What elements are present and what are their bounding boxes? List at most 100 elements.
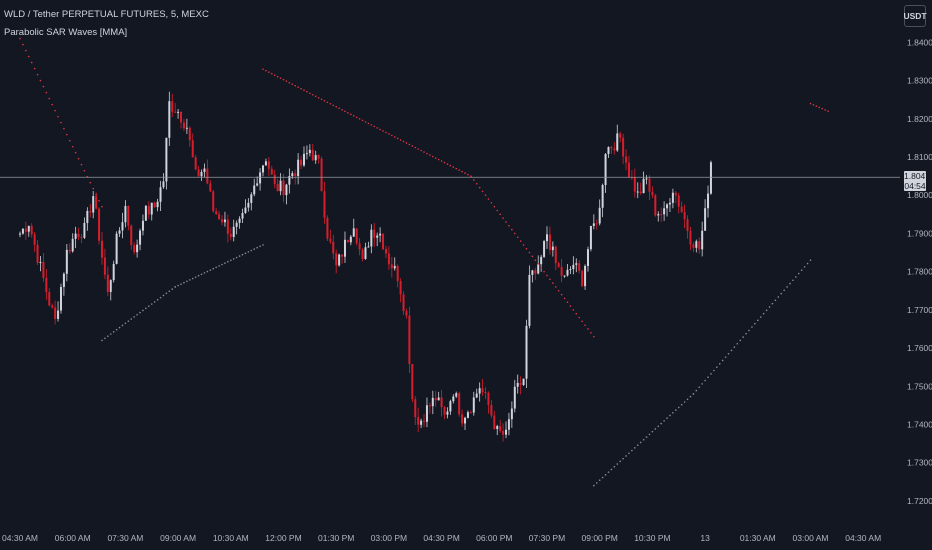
sar-dot: [177, 284, 179, 287]
candle-body: [197, 169, 200, 177]
sar-dot: [774, 299, 777, 302]
sar-dot: [809, 259, 812, 261]
sar-dot: [66, 133, 68, 136]
sar-dot: [759, 316, 762, 318]
sar-dot: [440, 160, 443, 162]
chart-title: WLD / Tether PERPETUAL FUTURES, 5, MEXC: [4, 9, 209, 20]
sar-dot: [215, 266, 217, 269]
price-axis: 1.8400 1.8300 1.8200 1.8100 1.8000 1.7900 1.78…: [907, 37, 932, 506]
sar-dot: [554, 286, 557, 288]
sar-dot: [718, 363, 721, 365]
sar-dot: [803, 266, 806, 268]
candle-body: [455, 393, 458, 397]
sar-dot: [332, 104, 335, 107]
sar-dot: [399, 139, 402, 141]
currency-button[interactable]: USDT: [903, 5, 927, 27]
sar-dot: [314, 95, 317, 98]
sar-dot: [754, 322, 756, 325]
sar-dot: [818, 106, 821, 109]
sar-dot: [183, 281, 185, 284]
candle-body: [54, 307, 57, 319]
sar-dot: [675, 409, 677, 411]
sar-dot: [593, 335, 595, 338]
sar-dot: [470, 175, 472, 177]
candle-body: [469, 412, 472, 414]
sar-dot: [736, 342, 739, 345]
candle-body: [332, 241, 335, 254]
sar-dot: [382, 130, 384, 132]
price-tick-label: 1.8400: [907, 37, 932, 47]
candle-body: [484, 392, 487, 394]
sar-dot: [323, 99, 326, 102]
sar-dot: [748, 329, 750, 332]
sar-dot: [680, 403, 683, 406]
sar-dot: [786, 286, 788, 288]
sar-dot: [487, 198, 490, 200]
sar-dot: [762, 312, 765, 315]
sar-dot: [352, 115, 355, 117]
sar-dot: [408, 143, 411, 146]
candle-body: [695, 241, 698, 248]
sar-dot: [461, 170, 463, 173]
candle-body: [109, 280, 112, 292]
candle-body: [411, 363, 414, 400]
sar-dot: [593, 484, 595, 487]
candle-body: [677, 195, 680, 207]
sar-dot: [124, 322, 127, 325]
candle-body: [223, 219, 226, 223]
sar-dot: [159, 296, 162, 299]
sar-dot: [806, 262, 809, 265]
candle-body: [232, 226, 235, 237]
candle-body: [355, 228, 358, 244]
candle-body: [288, 176, 291, 185]
time-tick-label: 04:30 AM: [845, 533, 881, 543]
candle-body: [273, 174, 276, 184]
sar-dot: [578, 316, 581, 319]
candle-body: [686, 219, 689, 231]
candle-body: [478, 388, 481, 394]
price-tick-label: 1.7300: [907, 458, 932, 468]
candle-body: [548, 234, 551, 251]
candle-body: [314, 155, 317, 161]
candle-body: [619, 133, 622, 138]
candle-body: [522, 378, 525, 386]
sar-dot: [458, 169, 460, 171]
sar-dot: [33, 67, 36, 70]
sar-dot: [475, 182, 478, 185]
candle-body: [291, 173, 294, 177]
price-tick-label: 1.8300: [907, 76, 932, 86]
candle-body: [663, 208, 666, 215]
sar-dot: [513, 232, 516, 235]
candle-body: [598, 207, 601, 224]
sar-dot: [622, 457, 624, 460]
sar-dot: [165, 292, 168, 295]
sar-dot: [235, 256, 238, 259]
sar-dot: [244, 252, 247, 255]
sar-dot: [669, 414, 671, 417]
candle-body: [648, 178, 651, 192]
price-tick-label: 1.7700: [907, 305, 932, 315]
candle-body: [449, 401, 452, 412]
candle-body: [428, 405, 431, 407]
time-tick-label: 07:30 PM: [529, 533, 565, 543]
sar-dot: [420, 149, 422, 152]
sar-dot: [104, 337, 106, 340]
sar-dot: [39, 79, 42, 82]
candle-body: [414, 399, 417, 418]
sar-dot: [288, 81, 291, 84]
candle-body: [326, 217, 329, 239]
candle-body: [62, 273, 65, 287]
sar-dot: [27, 55, 30, 58]
candle-body: [39, 262, 42, 264]
candle-body: [487, 392, 490, 405]
candle-body: [361, 249, 364, 259]
sar-dot: [467, 173, 469, 176]
candle-body: [185, 127, 188, 129]
candle-body: [200, 171, 203, 177]
sar-dot: [446, 163, 449, 165]
candle-body: [89, 210, 92, 213]
candle-body: [639, 191, 642, 194]
candle-body: [431, 397, 434, 407]
sar-dot: [581, 320, 583, 323]
